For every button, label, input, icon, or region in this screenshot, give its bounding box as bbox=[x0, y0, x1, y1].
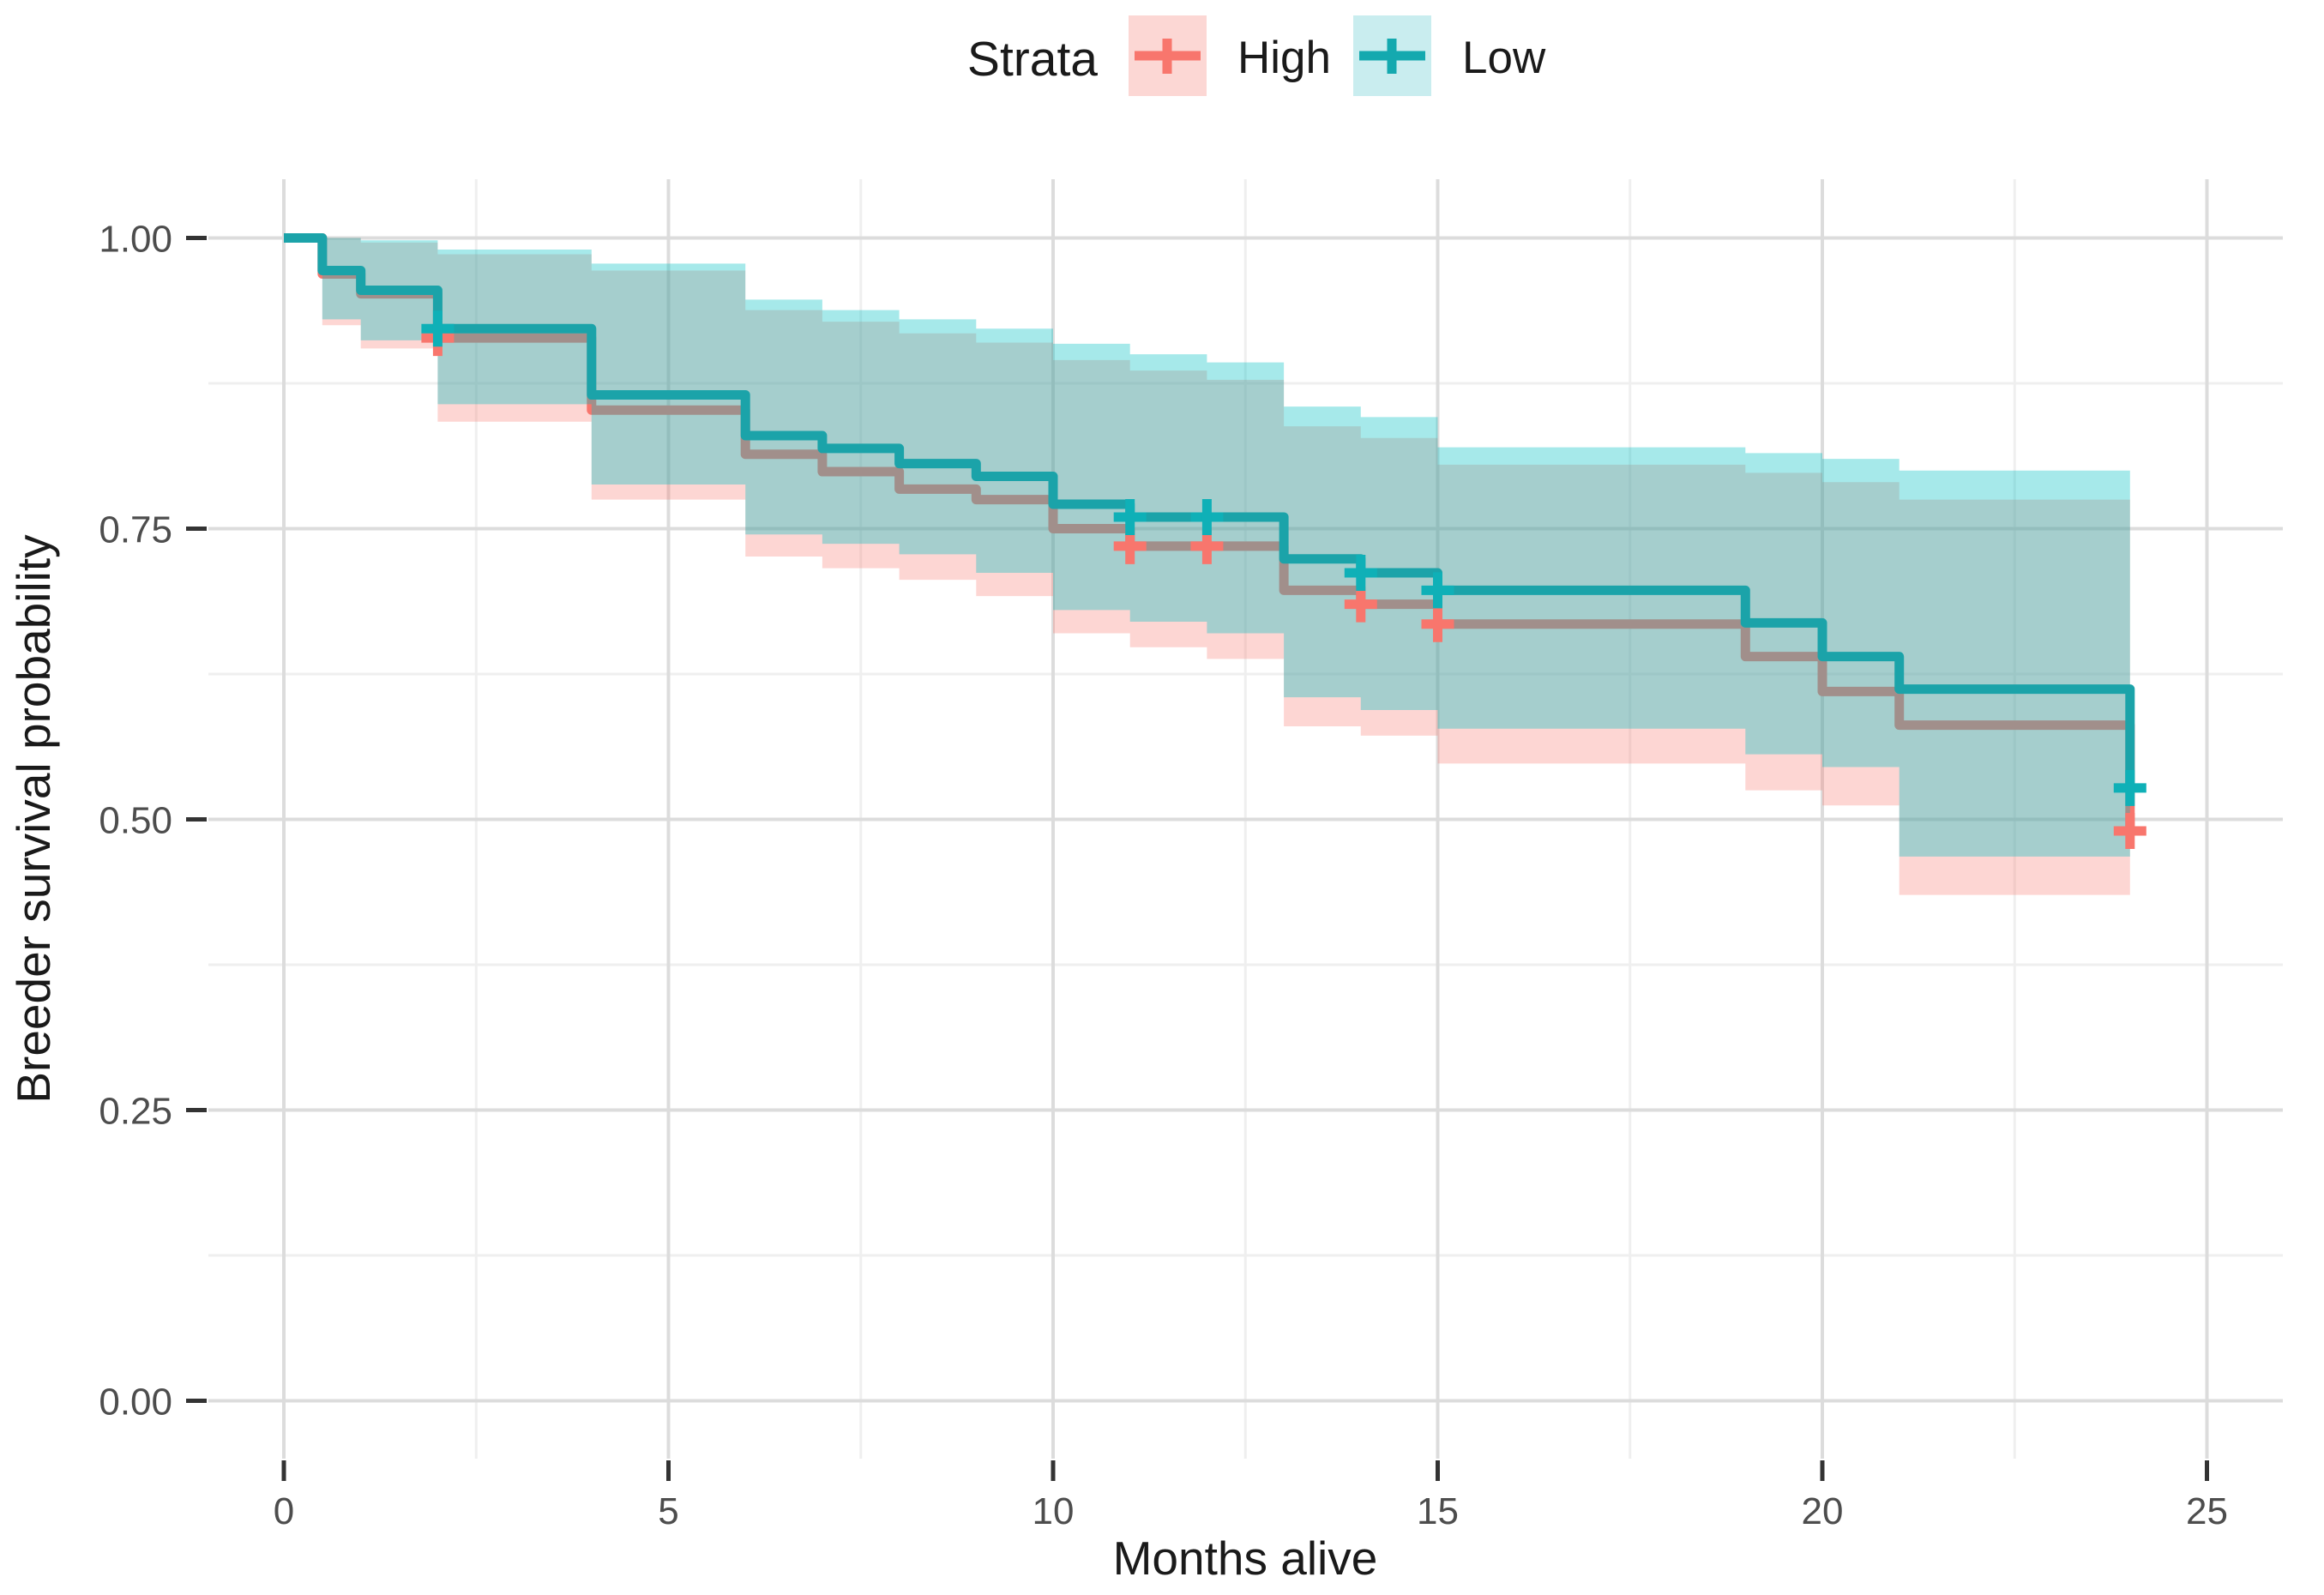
y-tick-label: 0.50 bbox=[99, 800, 172, 842]
series-layer bbox=[284, 233, 2146, 895]
x-tick-label: 20 bbox=[1802, 1490, 1844, 1532]
axes-layer: 0 5 10 15 20 25 0.00 0.25 0.50 0.75 1.00 bbox=[99, 219, 2228, 1533]
legend-item-high: High bbox=[1129, 15, 1331, 96]
y-tick-label: 0.75 bbox=[99, 509, 172, 551]
y-tick-label: 1.00 bbox=[99, 219, 172, 261]
x-tick-label: 15 bbox=[1417, 1490, 1459, 1532]
x-axis-title: Months alive bbox=[1113, 1532, 1378, 1585]
legend-label-high: High bbox=[1237, 33, 1331, 83]
x-tick-label: 0 bbox=[274, 1490, 294, 1532]
x-tick-label: 10 bbox=[1033, 1490, 1075, 1532]
low-confidence-ribbon bbox=[322, 238, 2130, 857]
legend-label-low: Low bbox=[1462, 33, 1546, 83]
y-tick-label: 0.00 bbox=[99, 1381, 172, 1423]
legend-item-low: Low bbox=[1353, 15, 1546, 96]
x-tick-label: 25 bbox=[2186, 1490, 2228, 1532]
y-axis-title: Breeder survival probability bbox=[7, 534, 60, 1104]
legend-title: Strata bbox=[967, 32, 1098, 87]
legend: Strata High Low bbox=[967, 15, 1546, 96]
high-confidence-ribbon bbox=[322, 238, 2130, 895]
x-tick-label: 5 bbox=[658, 1490, 678, 1532]
y-tick-label: 0.25 bbox=[99, 1091, 172, 1133]
